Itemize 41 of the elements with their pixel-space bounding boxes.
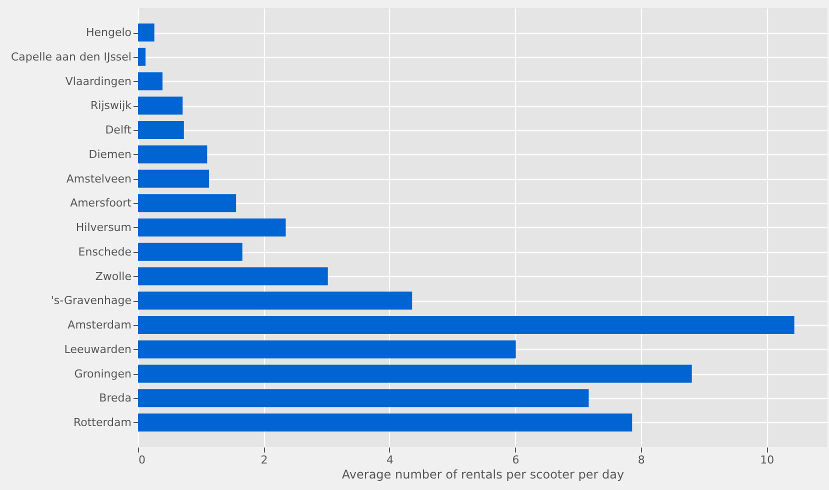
x-tick-label: 2	[260, 454, 268, 466]
bar	[138, 194, 236, 212]
bar	[138, 24, 154, 42]
x-tick-label: 4	[386, 454, 394, 466]
x-tick-label: 0	[138, 454, 146, 466]
bar	[138, 96, 183, 115]
y-tick-label: Capelle aan den IJssel	[11, 50, 132, 64]
bar	[138, 218, 286, 236]
y-tick-label: Hilversum	[76, 221, 132, 234]
y-tick-label: 's-Gravenhage	[50, 294, 132, 308]
y-tick-label: Amstelveen	[66, 172, 132, 186]
bar	[138, 414, 632, 432]
y-tick-label: Leeuwarden	[64, 342, 132, 356]
bar	[138, 267, 328, 286]
y-tick-label: Groningen	[74, 367, 132, 380]
bar	[138, 340, 516, 358]
bar	[138, 242, 242, 261]
y-tick-label: Rotterdam	[73, 416, 132, 429]
y-tick-label: Amersfoort	[70, 196, 132, 210]
bar	[138, 121, 184, 139]
y-tick-label: Enschede	[78, 245, 132, 258]
y-tick-label: Breda	[99, 392, 132, 405]
bar	[138, 48, 146, 66]
bar	[138, 72, 163, 90]
y-tick-label: Vlaardingen	[65, 74, 132, 88]
x-tick-label: 6	[512, 454, 520, 466]
y-tick-label: Zwolle	[95, 270, 132, 283]
y-tick-label: Delft	[105, 124, 132, 136]
y-tick-label: Hengelo	[86, 26, 132, 39]
bar	[138, 316, 794, 334]
bar	[138, 364, 692, 383]
bar	[138, 145, 208, 164]
bar	[138, 389, 589, 408]
bar	[138, 292, 412, 310]
y-tick-label: Amsterdam	[68, 318, 132, 332]
y-tick-label: Diemen	[88, 148, 132, 161]
bar	[138, 170, 210, 188]
x-tick-label: 10	[760, 454, 774, 466]
x-axis-title: Average number of rentals per scooter per day	[342, 468, 624, 482]
y-tick-label: Rijswijk	[90, 99, 132, 112]
x-tick-label: 8	[638, 454, 645, 466]
